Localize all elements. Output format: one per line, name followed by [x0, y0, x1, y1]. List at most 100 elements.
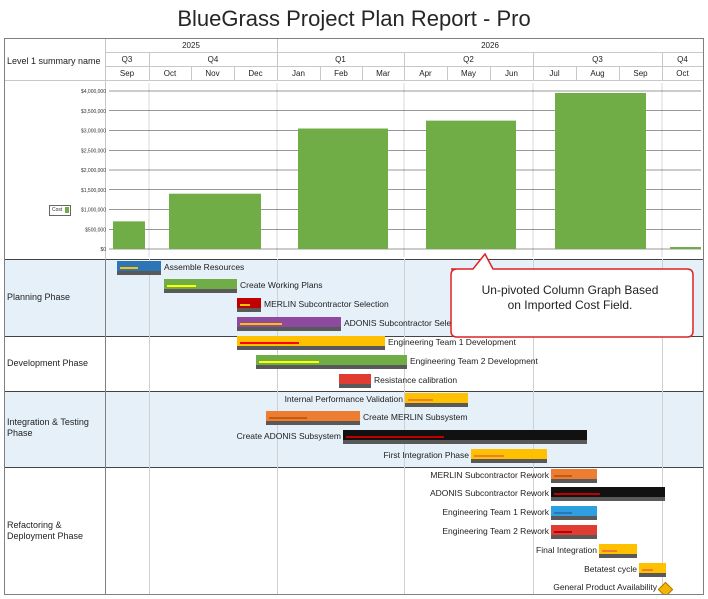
task-bar[interactable]: [237, 336, 385, 350]
task-bar-baseline: [343, 440, 587, 444]
task-bar[interactable]: [237, 317, 341, 331]
task-bar-baseline: [599, 554, 637, 558]
task-bar-fill: [339, 374, 371, 384]
task-label: Engineering Team 1 Rework: [442, 507, 549, 517]
task-bar-fill: [237, 317, 341, 327]
month-divider: [234, 66, 235, 80]
task-label: Internal Performance Validation: [284, 394, 403, 404]
task-progress: [240, 342, 299, 344]
task-bar[interactable]: [339, 374, 371, 388]
task-bar[interactable]: [551, 506, 597, 520]
task-bar[interactable]: [551, 525, 597, 539]
task-bar[interactable]: [164, 279, 237, 293]
month-divider: [320, 66, 321, 80]
task-bar[interactable]: [343, 430, 587, 444]
page-title: BlueGrass Project Plan Report - Pro: [177, 6, 531, 31]
y-tick-label: $3,000,000: [81, 129, 106, 135]
task-bar-fill: [551, 506, 597, 516]
year-label: 2026: [481, 41, 499, 50]
year-divider: [277, 39, 278, 52]
task-bar[interactable]: [237, 298, 261, 312]
task-label: Create Working Plans: [240, 280, 323, 290]
quarter-label: Q1: [335, 55, 346, 64]
month-label: Jan: [292, 69, 305, 78]
callout-line-2: on Imported Cost Field.: [507, 298, 633, 312]
quarter-label: Q4: [677, 55, 688, 64]
task-bar-fill: [551, 487, 665, 497]
task-progress: [474, 455, 504, 457]
task-bar[interactable]: [551, 469, 597, 483]
task-bar-fill: [551, 525, 597, 535]
task-progress: [259, 361, 319, 363]
task-bar[interactable]: [471, 449, 547, 463]
task-label: ADONIS Subcontractor Rework: [429, 488, 549, 498]
task-bar-fill: [237, 336, 385, 346]
gantt-report: Level 1 summary name 2025 2026 Q3 Q4 Q1 Q2 Q3 Q…: [4, 38, 704, 595]
year-label: 2025: [182, 41, 200, 50]
task-bar[interactable]: [405, 393, 468, 407]
task-bar-fill: [117, 261, 161, 271]
task-bar-fill: [639, 563, 666, 573]
quarter-label: Q4: [207, 55, 219, 64]
month-divider: [490, 66, 491, 80]
y-tick-label: $1,000,000: [81, 208, 106, 214]
task-progress: [602, 550, 617, 552]
task-bar[interactable]: [117, 261, 161, 275]
chart-legend: Cost: [49, 205, 71, 216]
task-label: Create MERLIN Subsystem: [363, 412, 468, 422]
month-label: Aug: [590, 69, 605, 78]
task-progress: [346, 436, 444, 438]
task-bar[interactable]: [256, 355, 407, 369]
task-bar-fill: [405, 393, 468, 403]
task-bar[interactable]: [599, 544, 637, 558]
quarter-guide: [533, 259, 534, 594]
task-bar-fill: [471, 449, 547, 459]
callout-line-1: Un-pivoted Column Graph Based: [481, 283, 659, 297]
task-bar-baseline: [551, 479, 597, 483]
task-bar-baseline: [164, 289, 237, 293]
month-label: Mar: [376, 69, 390, 78]
phase-divider: [5, 467, 703, 468]
task-bar[interactable]: [551, 487, 665, 501]
task-label: Resistance calibration: [374, 375, 458, 385]
task-progress: [269, 417, 307, 419]
task-bar-baseline: [237, 327, 341, 331]
phase-label: Refactoring & Deployment Phase: [7, 519, 84, 541]
task-progress: [342, 380, 355, 382]
y-tick-label: $2,500,000: [81, 148, 106, 154]
task-progress: [554, 475, 572, 477]
quarter-divider: [404, 52, 405, 66]
phase-band: [5, 391, 703, 467]
quarter-guide: [277, 259, 278, 594]
task-bar[interactable]: [639, 563, 666, 577]
month-label: Apr: [419, 69, 432, 78]
month-divider: [533, 66, 534, 80]
quarter-divider: [662, 52, 663, 66]
task-bar-fill: [266, 411, 360, 421]
task-label: Engineering Team 2 Development: [410, 356, 538, 366]
task-bar-fill: [551, 469, 597, 479]
month-label: May: [460, 69, 477, 78]
cost-bar-2026-q1: [298, 128, 388, 249]
cost-bar-2026-q3: [555, 92, 646, 249]
quarter-label: Q3: [121, 55, 133, 64]
month-label: Feb: [334, 69, 348, 78]
y-tick-label: $4,000,000: [81, 89, 106, 95]
header-row-label: Level 1 summary name: [7, 56, 101, 66]
task-progress: [642, 569, 653, 571]
month-label: Oct: [163, 69, 177, 78]
task-progress: [240, 323, 282, 325]
y-tick-label: $1,500,000: [81, 188, 106, 194]
month-divider: [191, 66, 192, 80]
phase-label: Development Phase: [7, 357, 89, 368]
month-label: Jun: [505, 69, 518, 78]
task-bar[interactable]: [266, 411, 360, 425]
task-bar-baseline: [551, 516, 597, 520]
month-label: Nov: [205, 69, 220, 78]
month-divider: [662, 66, 663, 80]
quarter-divider: [277, 52, 278, 66]
task-progress: [554, 512, 572, 514]
task-progress: [240, 304, 250, 306]
month-divider: [404, 66, 405, 80]
month-label: Oct: [676, 69, 689, 78]
